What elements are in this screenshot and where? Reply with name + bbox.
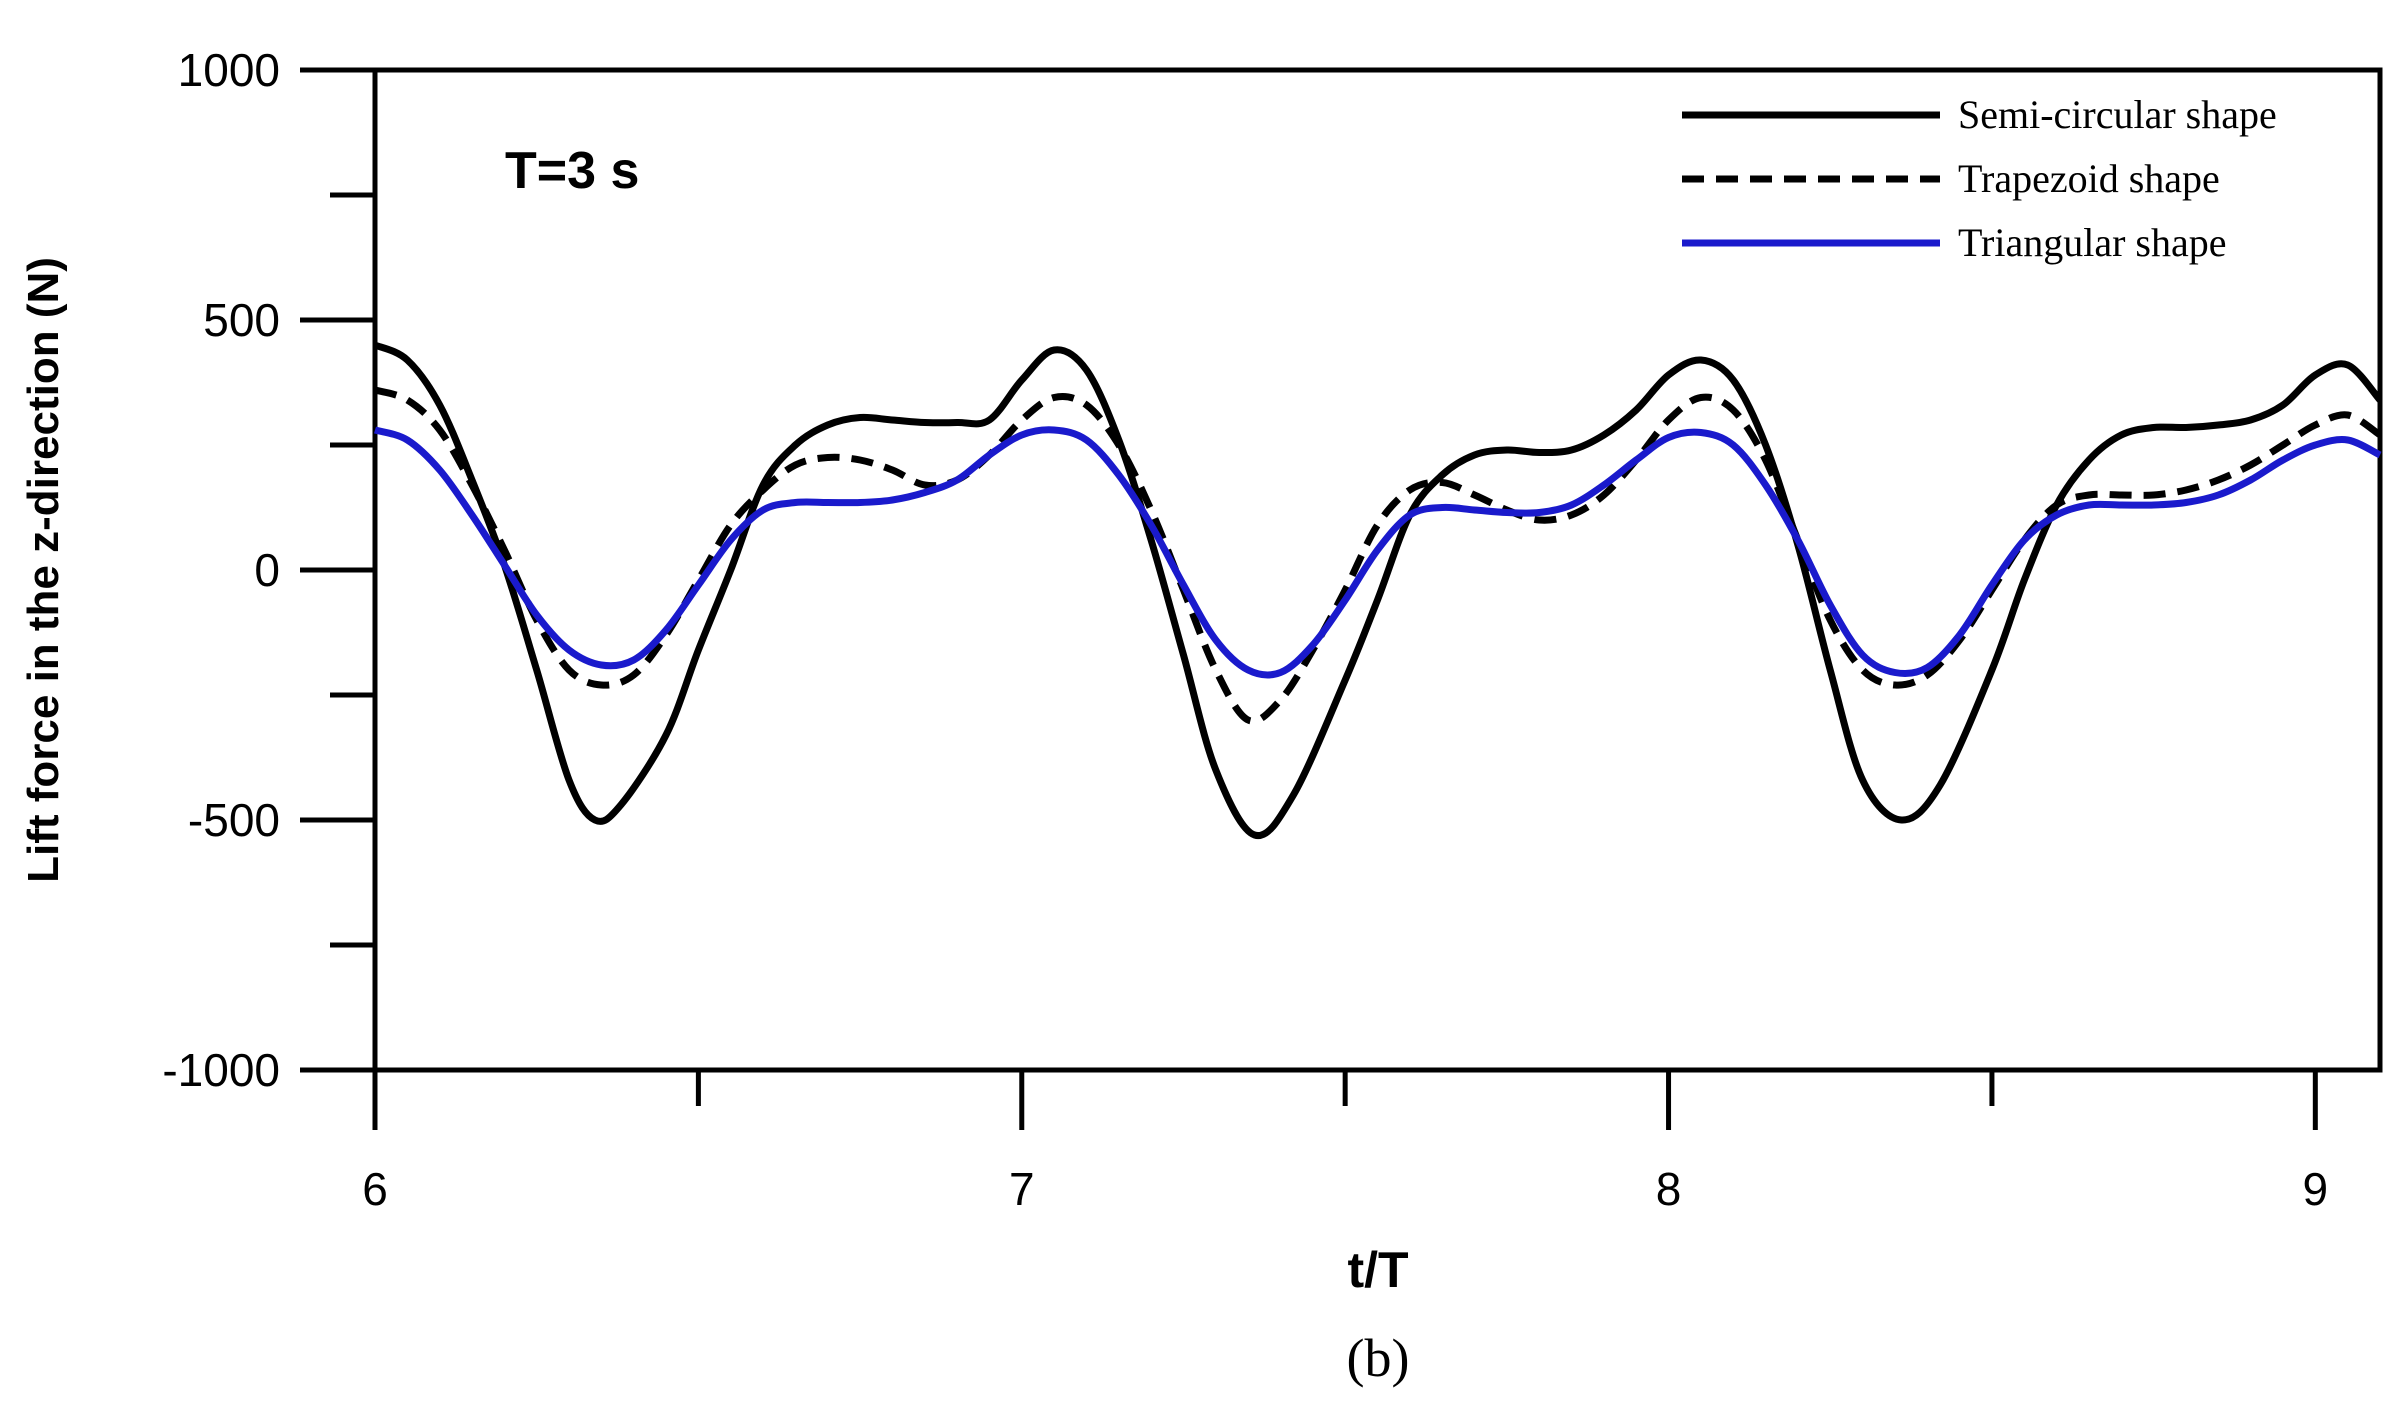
- x-tick-label: 9: [2303, 1163, 2329, 1215]
- series-layer: [373, 341, 2383, 840]
- y-tick-label: 0: [254, 544, 280, 596]
- y-tick-label: 500: [203, 294, 280, 346]
- plot-frame: [372, 67, 2383, 1073]
- series-line-triangular-shape: [373, 426, 2382, 679]
- x-tick-label: 8: [1656, 1163, 1682, 1215]
- y-axis-label: Lift force in the z-direction (N): [19, 257, 68, 883]
- y-axis-ticks: -1000 -500 0 500 1000: [162, 44, 375, 1096]
- x-axis-label: t/T: [1347, 1242, 1408, 1298]
- series-line-semi-circular-shape: [373, 341, 2383, 840]
- legend-label-triangular-shape: Triangular shape: [1958, 220, 2226, 265]
- x-tick-label: 6: [362, 1163, 388, 1215]
- y-tick-label: 1000: [178, 44, 280, 96]
- period-annotation: T=3 s: [505, 142, 639, 200]
- legend-label-trapezoid-shape: Trapezoid shape: [1958, 156, 2220, 201]
- legend: Semi-circular shape Trapezoid shape Triang…: [1682, 92, 2277, 265]
- x-tick-label: 7: [1009, 1163, 1035, 1215]
- y-tick-label: -1000: [162, 1044, 280, 1096]
- figure-caption: (b): [1347, 1328, 1410, 1388]
- y-tick-label: -500: [188, 794, 280, 846]
- legend-label-semi-circular-shape: Semi-circular shape: [1958, 92, 2277, 137]
- series-line-trapezoid-shape: [373, 386, 2382, 725]
- x-axis-ticks: 6 7 8 9: [362, 1070, 2328, 1215]
